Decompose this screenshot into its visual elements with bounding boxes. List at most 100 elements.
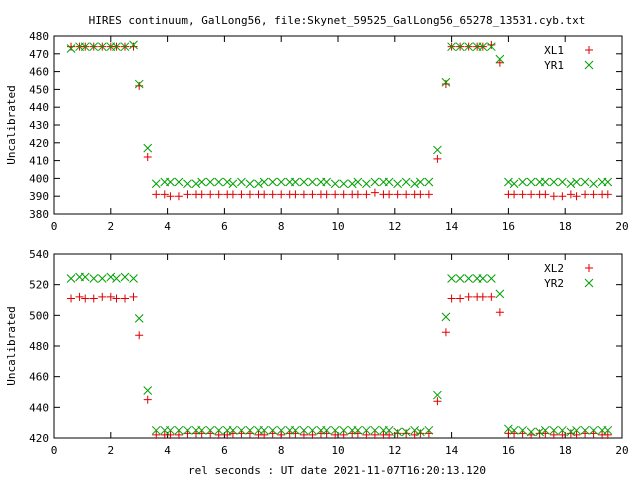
data-point — [174, 177, 184, 187]
data-point — [402, 429, 411, 438]
data-point — [393, 429, 402, 438]
data-point — [291, 177, 300, 187]
data-point — [441, 77, 451, 87]
data-point — [416, 177, 425, 187]
data-point — [299, 430, 308, 439]
x-tick-label: 14 — [445, 444, 459, 457]
x-tick-label: 18 — [559, 220, 572, 233]
data-point — [504, 424, 513, 434]
data-point — [197, 425, 207, 435]
x-tick-label: 18 — [559, 444, 572, 457]
data-point — [558, 425, 567, 435]
data-point — [330, 425, 340, 435]
data-point — [424, 190, 433, 199]
data-point — [495, 54, 505, 64]
series-XL1 — [67, 40, 612, 201]
data-point — [191, 179, 201, 189]
data-point — [277, 190, 286, 199]
data-point — [455, 42, 465, 52]
data-point — [89, 274, 99, 283]
data-point — [456, 294, 465, 303]
data-point — [549, 192, 558, 201]
y-tick-label: 440 — [29, 401, 49, 414]
data-point — [558, 177, 567, 187]
data-point — [410, 179, 420, 189]
y-tick-label: 450 — [29, 83, 49, 96]
legend-label: YR1 — [544, 59, 564, 72]
data-point — [143, 386, 153, 395]
data-point — [510, 190, 519, 199]
y-tick-label: 420 — [29, 137, 49, 150]
data-point — [81, 294, 90, 303]
x-tick-label: 8 — [278, 220, 285, 233]
data-point — [228, 425, 238, 435]
data-point — [549, 425, 559, 435]
data-point — [160, 190, 169, 199]
data-point — [572, 177, 581, 187]
data-point — [362, 430, 371, 439]
data-point — [464, 42, 473, 52]
y-tick-label: 540 — [29, 248, 49, 261]
data-point — [75, 292, 84, 301]
data-point — [526, 177, 536, 187]
x-tick-label: 14 — [445, 220, 459, 233]
data-point — [277, 430, 286, 439]
legend-marker — [585, 46, 593, 54]
data-point — [237, 425, 246, 435]
x-tick-label: 2 — [107, 444, 114, 457]
data-point — [433, 145, 442, 155]
data-point — [268, 177, 278, 187]
y-tick-label: 460 — [29, 371, 49, 384]
data-point — [89, 294, 98, 303]
data-point — [566, 190, 575, 199]
data-point — [572, 192, 581, 201]
data-point — [129, 40, 138, 50]
data-point — [518, 190, 527, 199]
data-point — [331, 190, 340, 199]
data-point — [67, 294, 76, 303]
data-point — [245, 190, 254, 199]
legend-label: XL1 — [544, 44, 564, 57]
data-point — [174, 192, 183, 201]
data-point — [353, 177, 363, 187]
data-point — [362, 425, 371, 435]
data-point — [260, 190, 269, 199]
y-tick-label: 430 — [29, 119, 49, 132]
data-point — [129, 274, 138, 283]
data-point — [66, 274, 76, 283]
data-point — [416, 427, 425, 437]
data-point — [589, 179, 598, 189]
data-point — [526, 427, 536, 437]
data-point — [254, 179, 263, 189]
data-point — [518, 425, 527, 435]
x-tick-label: 6 — [221, 220, 228, 233]
data-point — [433, 397, 442, 406]
data-point — [464, 292, 473, 301]
x-tick-label: 6 — [221, 444, 228, 457]
data-point — [66, 44, 76, 53]
data-point — [134, 79, 144, 89]
data-point — [495, 308, 504, 317]
data-point — [214, 177, 224, 187]
data-point — [441, 312, 451, 322]
data-point — [308, 425, 317, 435]
data-point — [143, 395, 152, 404]
data-point — [385, 190, 394, 199]
data-point — [495, 289, 505, 299]
legend-label: XL2 — [544, 262, 564, 275]
data-point — [276, 425, 286, 435]
data-point — [276, 177, 286, 187]
x-axis-label: rel seconds : UT date 2021-11-07T16:20:1… — [188, 464, 486, 477]
data-point — [566, 179, 576, 189]
data-point — [214, 190, 223, 199]
data-point — [80, 272, 90, 282]
data-point — [183, 179, 192, 189]
data-point — [416, 190, 425, 199]
x-tick-label: 12 — [388, 220, 401, 233]
data-point — [393, 427, 402, 437]
data-point — [424, 425, 434, 435]
data-point — [558, 192, 567, 201]
y-tick-label: 460 — [29, 66, 49, 79]
data-point — [603, 425, 613, 435]
data-point — [112, 42, 121, 52]
